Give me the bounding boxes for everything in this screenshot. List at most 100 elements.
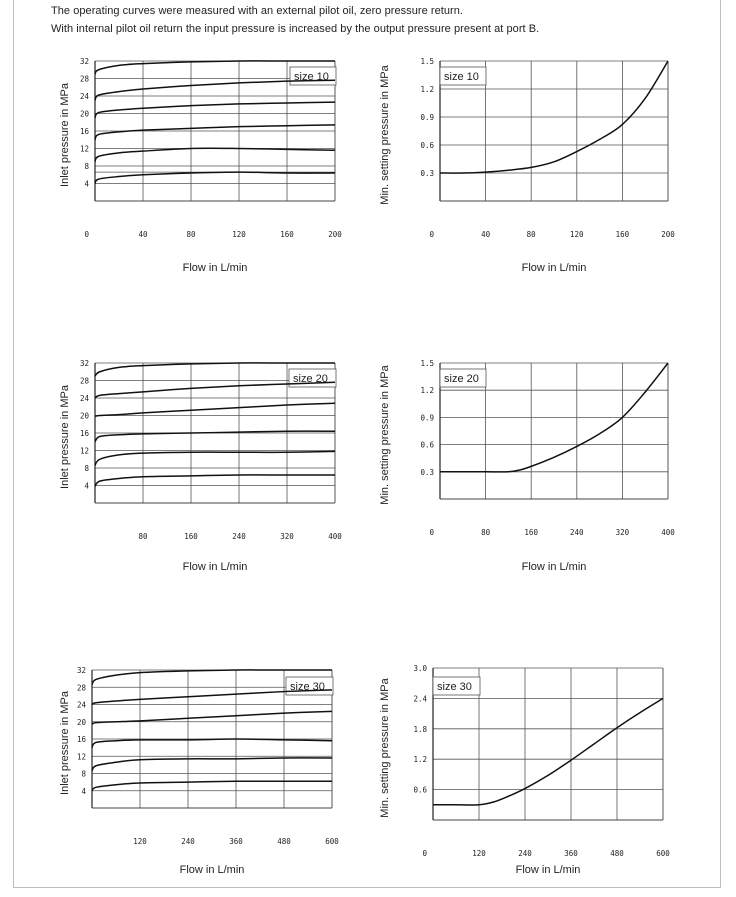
- y-tick-label: 0.3: [420, 169, 434, 178]
- y-tick-label: 1.5: [420, 359, 434, 368]
- y-tick-label: 20: [80, 412, 90, 421]
- y-tick-label: 8: [84, 162, 89, 171]
- intro-line-2: With internal pilot oil return the input…: [51, 23, 540, 35]
- series-line-1: [94, 60, 335, 75]
- y-tick-label: 0.9: [420, 413, 434, 422]
- x-tick-label: 240: [181, 837, 195, 846]
- size-label: size 20: [444, 373, 479, 385]
- x-tick-label: 120: [133, 837, 147, 846]
- x-tick-label: 240: [570, 528, 584, 537]
- series-line-1: [94, 362, 335, 377]
- x-tick-label: 400: [661, 528, 675, 537]
- x-tick-label: 80: [481, 528, 491, 537]
- x-tick-label: 600: [325, 837, 339, 846]
- series-line-4: [91, 738, 333, 749]
- series-line-5: [94, 147, 336, 163]
- series-line-3: [91, 710, 333, 726]
- y-axis-label: Inlet pressure in MPa: [59, 82, 71, 187]
- x-tick-label: 480: [277, 837, 291, 846]
- y-tick-label: 28: [77, 683, 87, 692]
- x-tick-label: 40: [138, 230, 148, 239]
- y-tick-label: 12: [80, 145, 89, 154]
- series-line-5: [94, 450, 336, 466]
- chart-4: size 20 0 0.3 0.6 0.9 1.2 1.5 80 160 240 320 400 Flo…: [379, 359, 675, 573]
- y-tick-label: 1.2: [420, 85, 434, 94]
- y-tick-label: 0: [429, 230, 434, 239]
- x-tick-label: 400: [328, 532, 342, 541]
- y-tick-label: 16: [77, 735, 87, 744]
- size-label: size 10: [444, 71, 479, 83]
- y-tick-label: 1.5: [420, 57, 434, 66]
- x-tick-label: 240: [232, 532, 246, 541]
- x-tick-label: 80: [138, 532, 148, 541]
- y-tick-label: 32: [80, 57, 89, 66]
- series-line-1: [433, 697, 664, 806]
- y-tick-label: 1.8: [413, 725, 427, 734]
- x-tick-label: 160: [184, 532, 198, 541]
- series-line-5: [91, 757, 333, 772]
- y-tick-label: 3.0: [413, 664, 427, 673]
- x-tick-label: 200: [661, 230, 675, 239]
- series-line-1: [439, 60, 669, 174]
- x-tick-label: 320: [616, 528, 630, 537]
- y-tick-label: 0: [84, 230, 89, 239]
- x-tick-label: 480: [610, 849, 624, 858]
- y-axis-label: Min. setting pressure in MPa: [379, 64, 391, 204]
- series-line-3: [94, 101, 336, 119]
- y-tick-label: 0.9: [420, 113, 434, 122]
- y-tick-label: 4: [81, 787, 86, 796]
- x-tick-label: 120: [570, 230, 584, 239]
- y-tick-label: 32: [80, 359, 89, 368]
- y-tick-label: 4: [84, 482, 89, 491]
- y-tick-label: 1.2: [413, 755, 427, 764]
- x-tick-label: 80: [186, 230, 196, 239]
- x-tick-label: 160: [280, 230, 294, 239]
- y-tick-label: 32: [77, 666, 86, 675]
- y-tick-label: 2.4: [413, 694, 427, 703]
- x-tick-label: 600: [656, 849, 670, 858]
- y-tick-label: 0: [429, 528, 434, 537]
- x-tick-label: 360: [564, 849, 578, 858]
- y-tick-label: 0.6: [413, 786, 427, 795]
- y-tick-label: 20: [80, 110, 90, 119]
- size-label-box: [439, 368, 487, 388]
- x-axis-label: Flow in L/min: [183, 262, 248, 274]
- y-tick-label: 12: [80, 447, 89, 456]
- y-tick-label: 12: [77, 752, 86, 761]
- y-tick-label: 8: [81, 770, 86, 779]
- y-tick-label: 0: [422, 849, 427, 858]
- size-label: size 30: [437, 681, 472, 693]
- y-tick-label: 0.3: [420, 468, 434, 477]
- y-tick-label: 16: [80, 127, 90, 136]
- series-line-6: [94, 474, 335, 487]
- y-axis-label: Inlet pressure in MPa: [59, 384, 71, 489]
- datasheet-page: [13, 0, 721, 888]
- series-line-2: [94, 79, 336, 101]
- y-tick-label: 24: [77, 701, 87, 710]
- y-tick-label: 24: [80, 394, 90, 403]
- x-tick-label: 320: [280, 532, 294, 541]
- y-axis-label: Min. setting pressure in MPa: [379, 677, 391, 817]
- series-line-6: [94, 171, 336, 184]
- series-line-1: [439, 362, 669, 473]
- size-label-box: [439, 66, 487, 86]
- series-line-1: [91, 669, 332, 686]
- y-tick-label: 16: [80, 429, 90, 438]
- chart-2: size 10 0 0.3 0.6 0.9 1.2 1.5 40 80 120 160 200 Flow…: [379, 57, 675, 274]
- x-tick-label: 200: [328, 230, 342, 239]
- y-tick-label: 20: [77, 718, 87, 727]
- x-tick-label: 160: [524, 528, 538, 537]
- y-axis-label: Min. setting pressure in MPa: [379, 364, 391, 504]
- x-axis-label: Flow in L/min: [180, 864, 245, 876]
- y-tick-label: 4: [84, 180, 89, 189]
- x-tick-label: 360: [229, 837, 243, 846]
- x-tick-label: 240: [518, 849, 532, 858]
- y-tick-label: 28: [80, 377, 90, 386]
- y-tick-label: 1.2: [420, 386, 434, 395]
- x-axis-label: Flow in L/min: [516, 864, 581, 876]
- series-line-4: [94, 430, 336, 443]
- x-axis-label: Flow in L/min: [183, 561, 248, 573]
- series-line-2: [91, 689, 333, 706]
- x-tick-label: 120: [472, 849, 486, 858]
